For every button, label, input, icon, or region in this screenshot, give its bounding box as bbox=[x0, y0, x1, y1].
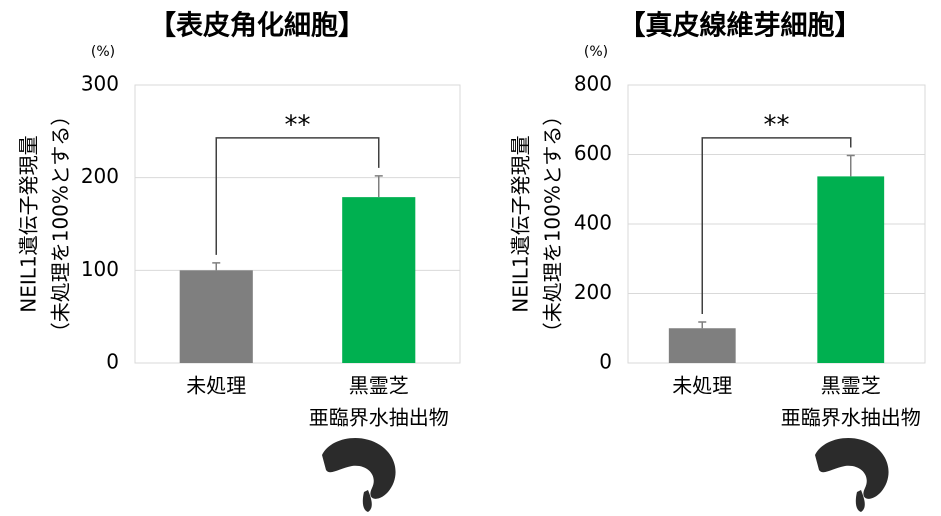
significance-label: ** bbox=[285, 110, 311, 140]
bar bbox=[342, 197, 416, 363]
x-tick-label: 未処理 bbox=[672, 374, 732, 398]
y-tick-label: 400 bbox=[574, 211, 612, 235]
bar bbox=[817, 176, 885, 363]
x-tick-label: 黒霊芝 bbox=[821, 374, 881, 398]
error-bar bbox=[374, 175, 383, 198]
y-axis-label: NEIL1遺伝子発現量 bbox=[17, 135, 41, 312]
x-tick-label: 黒霊芝 bbox=[349, 374, 409, 398]
mushroom-icon bbox=[322, 437, 396, 512]
x-tick-label: 未処理 bbox=[186, 374, 246, 398]
bar bbox=[179, 270, 253, 363]
x-tick-label: 亜臨界水抽出物 bbox=[781, 406, 921, 430]
significance-label: ** bbox=[764, 110, 790, 140]
y-tick-label: 0 bbox=[599, 350, 612, 374]
y-tick-label: 800 bbox=[574, 72, 612, 96]
error-bar bbox=[846, 154, 855, 177]
y-tick-label: 300 bbox=[81, 72, 119, 96]
y-tick-label: 200 bbox=[574, 280, 612, 304]
y-axis-label: NEIL1遺伝子発現量 bbox=[509, 135, 533, 312]
chart-title: 【真皮線維芽細胞】 bbox=[619, 10, 862, 42]
y-tick-label: 600 bbox=[574, 141, 612, 165]
unit-label: (%) bbox=[91, 44, 115, 60]
plot-frame bbox=[627, 84, 926, 364]
y-tick-label: 100 bbox=[81, 257, 119, 281]
x-tick-label: 亜臨界水抽出物 bbox=[309, 406, 449, 430]
y-tick-label: 200 bbox=[81, 164, 119, 188]
bar bbox=[668, 328, 736, 363]
y-axis-label: （未処理を100%とする） bbox=[541, 106, 565, 343]
chart-title: 【表皮角化細胞】 bbox=[149, 10, 365, 42]
significance-bracket bbox=[215, 137, 380, 255]
error-bar bbox=[698, 321, 707, 329]
significance-bracket bbox=[701, 137, 852, 314]
mushroom-icon bbox=[815, 437, 889, 512]
error-bar bbox=[212, 262, 221, 271]
plot-frame bbox=[134, 84, 461, 364]
y-tick-label: 0 bbox=[106, 350, 119, 374]
unit-label: (%) bbox=[584, 44, 608, 60]
y-axis-label: （未処理を100%とする） bbox=[49, 106, 73, 343]
